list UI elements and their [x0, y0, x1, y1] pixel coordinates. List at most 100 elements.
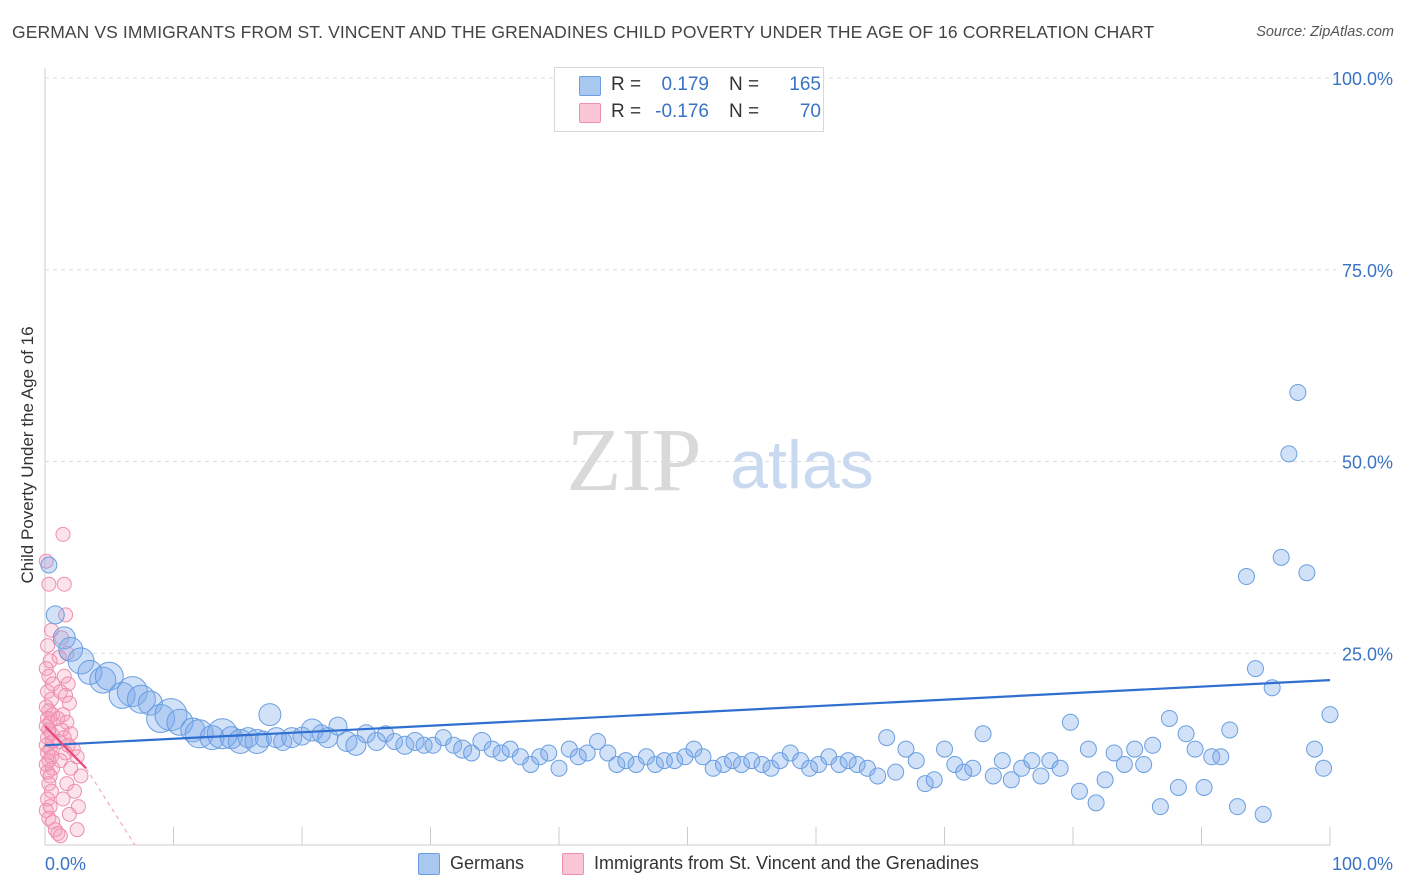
legend-swatch-germans	[579, 76, 601, 96]
immigrants-trend-line	[44, 725, 87, 770]
immigrant-point	[40, 684, 56, 700]
immigrant-point	[50, 710, 66, 726]
german-point	[1186, 740, 1204, 758]
german-point	[415, 736, 433, 754]
axes	[44, 68, 1331, 846]
german-point	[483, 740, 501, 758]
watermark-zip: ZIP	[567, 411, 702, 510]
x-tick-label: 0.0%	[45, 854, 86, 874]
german-point	[40, 556, 58, 574]
correlation-legend: R = 0.179 N = 165 R = -0.176 N = 70	[554, 67, 824, 132]
immigrant-point	[45, 676, 61, 692]
german-point	[1254, 805, 1272, 823]
german-point	[1228, 798, 1246, 816]
german-point	[1212, 748, 1230, 766]
legend-swatch-immigrants	[579, 103, 601, 123]
immigrants-trend-extension	[85, 767, 136, 846]
german-point	[45, 605, 65, 625]
immigrants-points	[38, 526, 89, 844]
immigrant-point	[73, 768, 89, 784]
german-point	[1195, 778, 1213, 796]
german-point	[907, 752, 925, 770]
immigrant-point	[67, 783, 83, 799]
german-point	[655, 752, 673, 770]
immigrant-point	[40, 638, 56, 654]
bottom-legend-swatch-germans	[418, 853, 440, 875]
german-point	[237, 727, 259, 749]
bottom-legend-label-immigrants: Immigrants from St. Vincent and the Gren…	[594, 853, 979, 873]
german-point	[154, 698, 188, 732]
german-point	[94, 661, 124, 691]
german-point	[1105, 744, 1123, 762]
german-point	[405, 731, 425, 751]
german-point	[1315, 759, 1333, 777]
german-point	[1237, 568, 1255, 586]
immigrant-point	[42, 653, 58, 669]
tick-labels: 25.0% 50.0% 75.0% 100.0% 0.0% 100.0%	[45, 69, 1393, 874]
german-point	[1160, 709, 1178, 727]
german-point	[1272, 548, 1290, 566]
german-point	[386, 732, 404, 750]
immigrant-point	[58, 607, 74, 623]
german-point	[869, 767, 887, 785]
german-point	[1087, 794, 1105, 812]
german-point	[732, 755, 750, 773]
legend-n-label: N =	[729, 101, 760, 122]
german-point	[1289, 383, 1307, 401]
german-point	[1023, 752, 1041, 770]
legend-r-label: R =	[611, 74, 642, 95]
german-point	[974, 725, 992, 743]
german-point	[1298, 564, 1316, 582]
immigrant-point	[55, 526, 71, 542]
immigrant-point	[52, 684, 68, 700]
immigrant-point	[52, 828, 68, 844]
y-tick-label: 50.0%	[1342, 453, 1393, 473]
immigrant-point	[52, 753, 68, 769]
german-point	[1079, 740, 1097, 758]
german-point	[1032, 767, 1050, 785]
german-point	[463, 744, 481, 762]
trend-lines	[44, 678, 1331, 846]
chart-title: GERMAN VS IMMIGRANTS FROM ST. VINCENT AN…	[12, 22, 1155, 42]
watermark-atlas: atlas	[730, 427, 874, 503]
grid-lines	[45, 77, 1336, 654]
german-point	[1144, 736, 1162, 754]
german-point	[1061, 713, 1079, 731]
bottom-legend-swatch-immigrants	[562, 853, 584, 875]
german-point	[1306, 740, 1324, 758]
german-point	[453, 739, 473, 759]
legend-n-value: 165	[789, 74, 821, 95]
german-point	[916, 775, 934, 793]
german-point	[936, 740, 953, 758]
german-point	[1321, 706, 1339, 724]
german-point	[964, 759, 982, 777]
immigrant-point	[61, 806, 77, 822]
german-point	[955, 763, 973, 781]
german-point	[599, 744, 617, 762]
german-point	[801, 759, 819, 777]
immigrant-point	[59, 645, 75, 661]
german-point	[1002, 771, 1020, 789]
legend-r-value: 0.179	[661, 74, 709, 95]
german-point	[694, 748, 712, 766]
german-point	[704, 759, 722, 777]
x-tick-label: 100.0%	[1332, 854, 1393, 874]
german-point	[993, 752, 1011, 770]
y-tick-label: 25.0%	[1342, 644, 1393, 664]
source-label: Source: ZipAtlas.com	[1256, 24, 1394, 40]
german-point	[1051, 759, 1069, 777]
german-point	[258, 703, 282, 727]
immigrant-point	[41, 668, 57, 684]
immigrant-point	[61, 695, 77, 711]
immigrant-point	[50, 825, 66, 841]
immigrant-point	[56, 668, 72, 684]
immigrant-point	[55, 707, 71, 723]
german-point	[1169, 778, 1187, 796]
german-point	[984, 767, 1002, 785]
y-tick-label: 100.0%	[1332, 69, 1393, 89]
immigrant-point	[60, 676, 76, 692]
german-point	[887, 763, 905, 781]
immigrant-point	[56, 576, 72, 592]
immigrant-point	[42, 768, 58, 784]
immigrant-point	[69, 749, 85, 765]
